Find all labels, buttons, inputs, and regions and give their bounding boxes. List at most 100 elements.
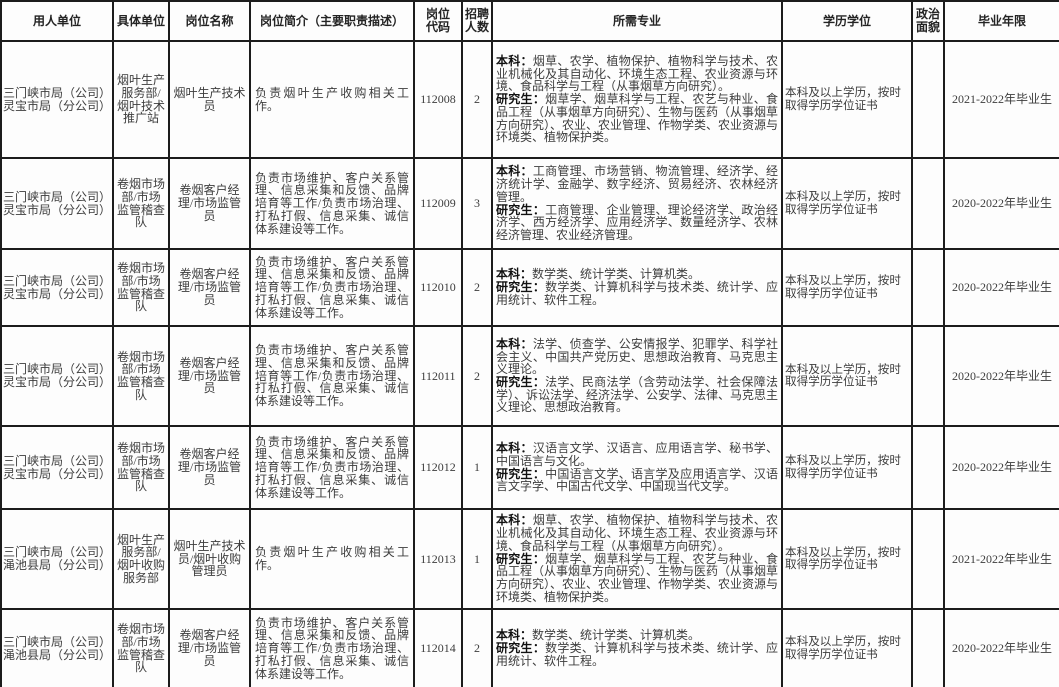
- cell-required-majors: 本科：汉语言文学、汉语言、应用语言学、秘书学、中国语言与文化。 研究生：中国语言…: [491, 425, 783, 510]
- cell-position: 烟叶生产技术员: [168, 40, 251, 159]
- table-row: 三门峡市局（公司）灵宝市局（分公司） 卷烟市场部/市场监管稽查队 卷烟客户经理/…: [0, 248, 1059, 327]
- bachelor-label: 本科：: [496, 336, 533, 351]
- cell-required-majors: 本科：烟草、农学、植物保护、植物科学与技术、农业机械化及其自动化、环境生态工程、…: [491, 508, 783, 610]
- header-duties: 岗位简介（主要职责描述）: [249, 0, 415, 42]
- cell-position: 卷烟客户经理/市场监管员: [168, 608, 251, 687]
- graduate-majors: 法学、民商法学（含劳动法学、社会保障法学）、诉讼法学、经济法学、公安学、法律、马…: [496, 375, 779, 415]
- cell-duties: 负责烟叶生产收购相关工作。: [249, 508, 415, 610]
- cell-required-majors: 本科：工商管理、市场营销、物流管理、经济学、经济统计学、金融学、数字经济、贸易经…: [491, 157, 783, 250]
- graduate-label: 研究生：: [496, 551, 546, 566]
- header-code: 岗位 代码: [413, 0, 463, 42]
- cell-unit: 卷烟市场部/市场监管稽查队: [112, 608, 170, 687]
- graduate-label: 研究生：: [496, 375, 546, 389]
- graduate-majors-line: 研究生：烟草学、烟草科学与工程、农艺与种业、食品工程（从事烟草方向研究）、生物与…: [496, 93, 778, 144]
- bachelor-majors: 法学、侦查学、公安情报学、犯罪学、科学社会主义、中国共产党历史、思想政治教育、马…: [496, 336, 778, 377]
- cell-degree-requirement: 本科及以上学历，按时取得学历学位证书: [781, 325, 913, 427]
- table-row: 三门峡市局（公司）灵宝市局（分公司） 烟叶生产服务部/烟叶技术推广站 烟叶生产技…: [0, 40, 1059, 159]
- cell-position: 卷烟客户经理/市场监管员: [168, 425, 251, 510]
- graduate-majors: 数学类、计算机科学与技术类、统计学、应用统计、软件工程。: [496, 280, 778, 307]
- cell-graduation-year: 2020-2022年毕业生: [943, 608, 1059, 687]
- cell-degree-requirement: 本科及以上学历，按时取得学历学位证书: [781, 608, 913, 687]
- graduate-majors: 中国语言文学、语言学及应用语言学、汉语言文字学、中国古代文学、中国现当代文学。: [496, 466, 778, 494]
- graduate-majors-line: 研究生：数学类、计算机科学与技术类、统计学、应用统计、软件工程。: [496, 281, 778, 306]
- cell-position: 烟叶生产技术员/烟叶收购管理员: [168, 508, 251, 610]
- cell-position-code: 112010: [413, 248, 463, 327]
- table-header: 用人单位 具体单位 岗位名称 岗位简介（主要职责描述） 岗位 代码 招聘 人数 …: [0, 0, 1059, 42]
- bachelor-label: 本科：: [496, 53, 533, 68]
- graduate-label: 研究生：: [496, 92, 546, 107]
- bachelor-label: 本科：: [496, 513, 533, 528]
- cell-position-code: 112014: [413, 608, 463, 687]
- bachelor-majors-line: 本科：烟草、农学、植物保护、植物科学与技术、农业机械化及其自动化、环境生态工程、…: [496, 514, 778, 552]
- cell-political-status: [911, 157, 945, 250]
- cell-recruit-count: 1: [461, 425, 493, 510]
- table-body: 三门峡市局（公司）灵宝市局（分公司） 烟叶生产服务部/烟叶技术推广站 烟叶生产技…: [0, 40, 1059, 687]
- cell-unit: 卷烟市场部/市场监管稽查队: [112, 248, 170, 327]
- cell-degree-requirement: 本科及以上学历，按时取得学历学位证书: [781, 248, 913, 327]
- graduate-label: 研究生：: [496, 202, 546, 217]
- cell-degree-requirement: 本科及以上学历，按时取得学历学位证书: [781, 157, 913, 250]
- cell-position-code: 112012: [413, 425, 463, 510]
- cell-graduation-year: 2020-2022年毕业生: [943, 157, 1059, 250]
- header-count: 招聘 人数: [461, 0, 493, 42]
- cell-required-majors: 本科：法学、侦查学、公安情报学、犯罪学、科学社会主义、中国共产党历史、思想政治教…: [491, 325, 783, 427]
- cell-political-status: [911, 248, 945, 327]
- cell-recruit-count: 2: [461, 40, 493, 159]
- cell-recruit-count: 2: [461, 248, 493, 327]
- cell-position: 卷烟客户经理/市场监管员: [168, 157, 251, 250]
- cell-employer: 三门峡市局（公司）灵宝市局（分公司）: [0, 40, 114, 159]
- bachelor-majors: 数学类、统计学类、计算机类。: [532, 267, 701, 282]
- bachelor-majors-line: 本科：法学、侦查学、公安情报学、犯罪学、科学社会主义、中国共产党历史、思想政治教…: [496, 336, 778, 377]
- cell-graduation-year: 2021-2022年毕业生: [943, 508, 1059, 610]
- bachelor-majors: 数学类、统计学类、计算机类。: [532, 628, 701, 643]
- table-row: 三门峡市局（公司）渑池县局（分公司） 卷烟市场部/市场监管稽查队 卷烟客户经理/…: [0, 608, 1059, 687]
- header-employer: 用人单位: [0, 0, 114, 42]
- cell-duties: 负责市场维护、客户关系管理、信息采集和反馈、品牌培育等工作/负责市场治理、打私打…: [249, 608, 415, 687]
- bachelor-majors-line: 本科：工商管理、市场营销、物流管理、经济学、经济统计学、金融学、数字经济、贸易经…: [496, 165, 778, 203]
- cell-position-code: 112008: [413, 40, 463, 159]
- cell-position-code: 112009: [413, 157, 463, 250]
- cell-employer: 三门峡市局（公司）灵宝市局（分公司）: [0, 157, 114, 250]
- cell-recruit-count: 3: [461, 157, 493, 250]
- cell-unit: 卷烟市场部/市场监管稽查队: [112, 157, 170, 250]
- cell-political-status: [911, 508, 945, 610]
- cell-political-status: [911, 40, 945, 159]
- header-row: 用人单位 具体单位 岗位名称 岗位简介（主要职责描述） 岗位 代码 招聘 人数 …: [0, 0, 1059, 42]
- cell-graduation-year: 2021-2022年毕业生: [943, 40, 1059, 159]
- bachelor-majors-line: 本科：数学类、统计学类、计算机类。: [496, 629, 778, 642]
- graduate-majors-line: 研究生：中国语言文学、语言学及应用语言学、汉语言文字学、中国古代文学、中国现当代…: [496, 466, 778, 494]
- graduate-majors-line: 研究生：法学、民商法学（含劳动法学、社会保障法学）、诉讼法学、经济法学、公安学、…: [496, 376, 778, 414]
- graduate-label: 研究生：: [496, 641, 546, 656]
- cell-employer: 三门峡市局（公司）灵宝市局（分公司）: [0, 325, 114, 427]
- cell-duties: 负责烟叶生产收购相关工作。: [249, 40, 415, 159]
- bachelor-majors: 烟草、农学、植物保护、植物科学与技术、农业机械化及其自动化、环境生态工程、农业资…: [496, 53, 778, 94]
- bachelor-majors-line: 本科：汉语言文学、汉语言、应用语言学、秘书学、中国语言与文化。: [496, 442, 778, 467]
- cell-position: 卷烟客户经理/市场监管员: [168, 248, 251, 327]
- cell-political-status: [911, 325, 945, 427]
- bachelor-label: 本科：: [496, 441, 533, 456]
- graduate-majors: 数学类、计算机科学与技术类、统计学、应用统计、软件工程。: [496, 641, 778, 668]
- table-row: 三门峡市局（公司）灵宝市局（分公司） 卷烟市场部/市场监管稽查队 卷烟客户经理/…: [0, 325, 1059, 427]
- cell-position-code: 112011: [413, 325, 463, 427]
- cell-degree-requirement: 本科及以上学历，按时取得学历学位证书: [781, 425, 913, 510]
- cell-recruit-count: 2: [461, 608, 493, 687]
- cell-required-majors: 本科：数学类、统计学类、计算机类。 研究生：数学类、计算机科学与技术类、统计学、…: [491, 248, 783, 327]
- graduate-label: 研究生：: [496, 466, 546, 481]
- cell-graduation-year: 2020-2022年毕业生: [943, 248, 1059, 327]
- cell-unit: 卷烟市场部/市场监管稽查队: [112, 425, 170, 510]
- cell-recruit-count: 2: [461, 325, 493, 427]
- cell-duties: 负责市场维护、客户关系管理、信息采集和反馈、品牌培育等工作/负责市场治理、打私打…: [249, 157, 415, 250]
- table-row: 三门峡市局（公司）渑池县局（分公司） 烟叶生产服务部/烟叶收购服务部 烟叶生产技…: [0, 508, 1059, 610]
- graduate-majors-line: 研究生：烟草学、烟草科学与工程、农艺与种业、食品工程（从事烟草方向研究）、生物与…: [496, 551, 778, 604]
- bachelor-label: 本科：: [496, 164, 533, 179]
- bachelor-majors: 汉语言文学、汉语言、应用语言学、秘书学、中国语言与文化。: [496, 441, 778, 468]
- cell-recruit-count: 1: [461, 508, 493, 610]
- bachelor-majors: 烟草、农学、植物保护、植物科学与技术、农业机械化及其自动化、环境生态工程、农业资…: [496, 513, 778, 553]
- cell-political-status: [911, 608, 945, 687]
- graduate-majors: 烟草学、烟草科学与工程、农艺与种业、食品工程（从事烟草方向研究）、生物与医药（从…: [496, 92, 779, 145]
- bachelor-majors: 工商管理、市场营销、物流管理、经济学、经济统计学、金融学、数字经济、贸易经济、农…: [496, 164, 778, 204]
- cell-unit: 卷烟市场部/市场监管稽查队: [112, 325, 170, 427]
- bachelor-label: 本科：: [496, 267, 533, 282]
- graduate-majors-line: 研究生：数学类、计算机科学与技术类、统计学、应用统计、软件工程。: [496, 642, 778, 667]
